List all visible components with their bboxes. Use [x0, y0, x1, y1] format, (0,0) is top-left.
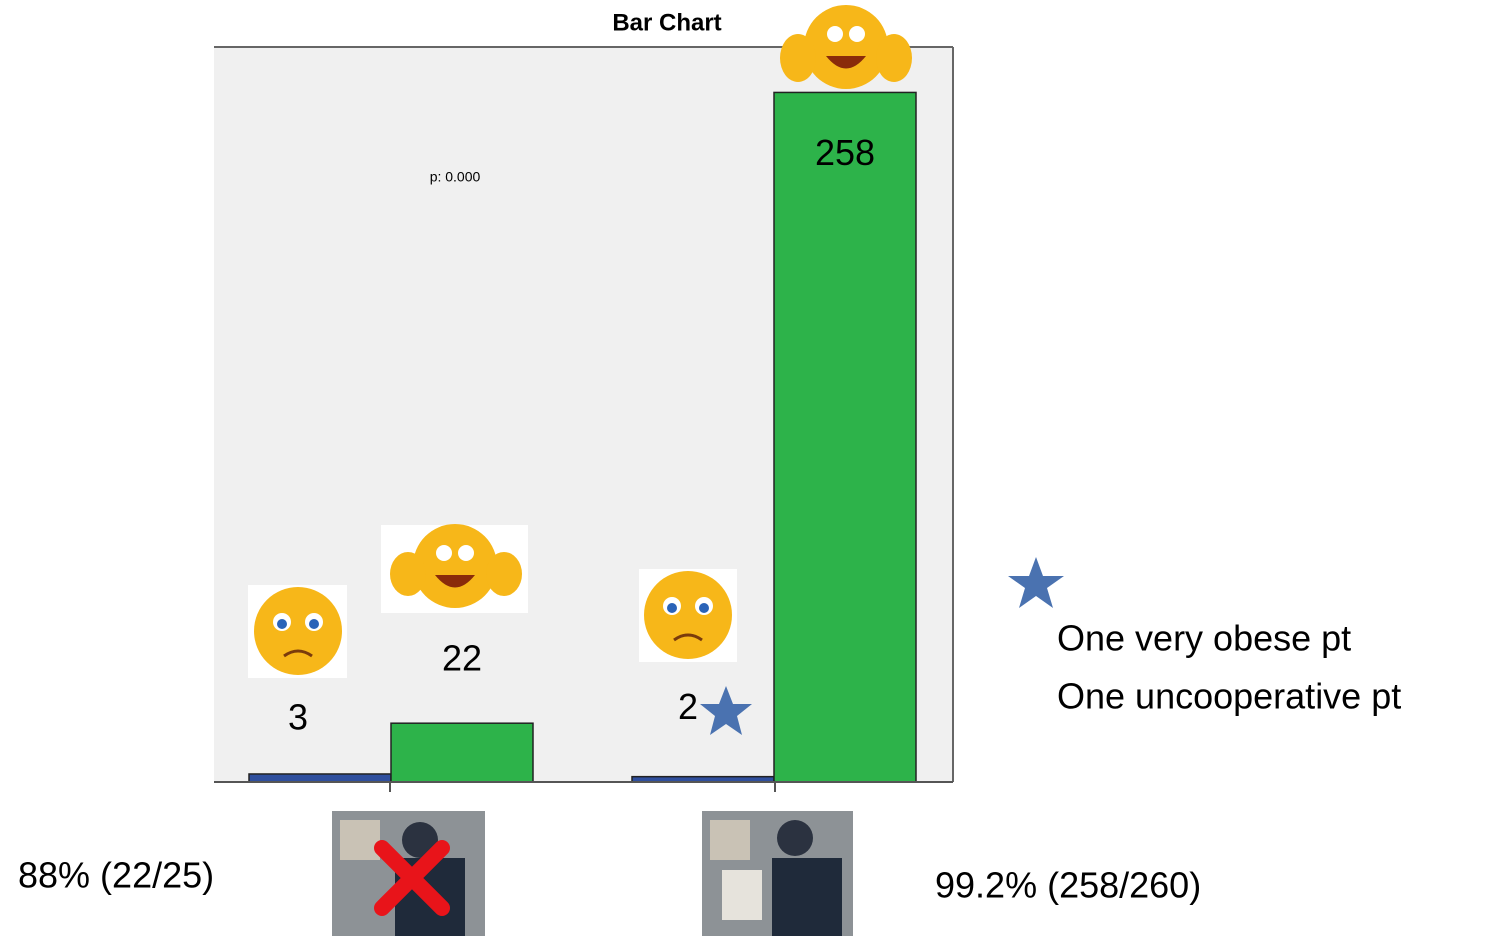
- sad-emoji: [639, 569, 737, 662]
- data-label: 22: [442, 638, 482, 679]
- star: [1008, 557, 1064, 608]
- data-label: 258: [815, 132, 875, 173]
- photo: [702, 811, 853, 936]
- slide: Bar Chart p: 0.000 88% (22/25) 99.2% (25…: [0, 0, 1492, 936]
- p-value: p: 0.000: [430, 169, 481, 185]
- sad-emoji: [248, 585, 347, 678]
- photo: [332, 811, 485, 936]
- data-label: 2: [678, 686, 698, 727]
- bar: [774, 92, 916, 782]
- data-label: 3: [288, 696, 308, 737]
- happy-emoji: [381, 524, 528, 613]
- happy-emoji: [780, 5, 912, 89]
- annotation: One uncooperative pt: [1057, 676, 1401, 717]
- annotation: One very obese pt: [1057, 618, 1351, 659]
- bar: [249, 774, 391, 782]
- annotation: 99.2% (258/260): [935, 865, 1201, 906]
- annotation: 88% (22/25): [18, 855, 214, 896]
- chart-title: Bar Chart: [612, 9, 721, 36]
- bar: [391, 723, 533, 782]
